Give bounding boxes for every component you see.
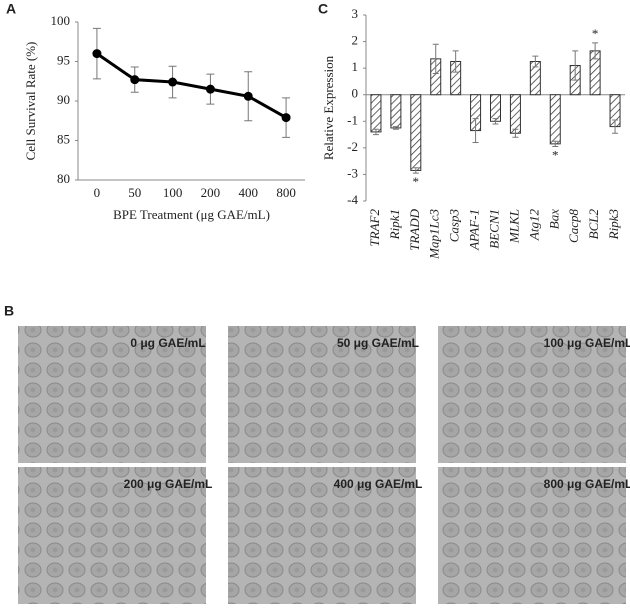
- error-bar: [452, 50, 459, 73]
- x-tick-label: BCL2: [586, 209, 601, 240]
- panel-label: B: [4, 303, 14, 319]
- x-tick-label: BECN1: [486, 209, 501, 249]
- x-tick-label: TRADD: [407, 208, 422, 251]
- error-bar: [512, 128, 519, 138]
- x-tick-label: 100: [163, 185, 183, 200]
- x-tick-label: APAF-1: [467, 209, 482, 251]
- y-tick-label: 2: [352, 33, 359, 48]
- y-tick-label: 3: [352, 6, 359, 21]
- micrograph: [438, 467, 626, 604]
- error-bar: [472, 118, 479, 144]
- micrograph: [18, 326, 206, 463]
- y-tick-label: -4: [347, 192, 358, 207]
- micrograph: [228, 467, 416, 604]
- x-tick-label: 800: [276, 185, 296, 200]
- micrograph-label: 200 μg GAE/mL: [124, 477, 213, 491]
- panel-label: A: [6, 1, 16, 17]
- error-bar: [412, 167, 419, 174]
- annotation: *: [592, 26, 599, 41]
- y-tick-label: -1: [347, 112, 358, 127]
- micrograph-label: 50 μg GAE/mL: [337, 336, 419, 350]
- error-bar: [372, 128, 379, 136]
- micrograph-label: 800 μg GAE/mL: [544, 477, 630, 491]
- point: [205, 84, 215, 94]
- error-bar: [492, 118, 499, 125]
- y-tick-label: -2: [347, 139, 358, 154]
- annotation: *: [552, 148, 559, 163]
- y-tick-label: 80: [57, 171, 70, 186]
- x-tick-label: 0: [94, 185, 101, 200]
- bar: [509, 94, 521, 134]
- x-tick-label: 50: [128, 185, 141, 200]
- y-tick-label: 0: [352, 86, 359, 101]
- point: [281, 113, 291, 123]
- error-bar: [432, 43, 439, 74]
- micrograph-label: 100 μg GAE/mL: [544, 336, 630, 350]
- micrograph: [438, 326, 626, 463]
- micrograph-label: 0 μg GAE/mL: [130, 336, 205, 350]
- bar: [370, 94, 382, 133]
- x-tick-label: Bax: [546, 209, 561, 229]
- point: [92, 49, 102, 59]
- point: [130, 75, 140, 85]
- bar: [410, 94, 422, 171]
- point: [168, 77, 178, 87]
- x-tick-label: Cacp8: [566, 209, 581, 243]
- line: [96, 52, 287, 119]
- error-bar: [552, 140, 559, 148]
- x-tick-label: Map1Lc3: [427, 209, 442, 260]
- x-tick-label: 200: [201, 185, 221, 200]
- micrograph-label: 400 μg GAE/mL: [334, 477, 423, 491]
- x-tick-label: Casp3: [447, 209, 462, 243]
- bar: [390, 94, 402, 129]
- point: [243, 91, 253, 101]
- x-tick-label: Ripk3: [606, 209, 621, 241]
- y-tick-label: 90: [57, 92, 70, 107]
- y-tick-label: 85: [57, 131, 70, 146]
- y-axis-label: Cell Survival Rate (%): [23, 42, 38, 161]
- x-tick-label: TRAF2: [367, 209, 382, 247]
- error-bar: [392, 126, 399, 130]
- bar: [549, 94, 561, 145]
- x-tick-label: Ripk1: [387, 209, 402, 240]
- error-bar: [532, 55, 539, 68]
- y-tick-label: 1: [352, 59, 359, 74]
- error-bar: [572, 50, 579, 81]
- bar: [490, 94, 501, 122]
- y-tick-label: 95: [57, 52, 70, 67]
- annotation: *: [413, 174, 420, 189]
- x-axis-label: BPE Treatment (μg GAE/mL): [113, 207, 270, 222]
- x-tick-label: Atg12: [526, 209, 541, 242]
- error-bar: [612, 119, 619, 134]
- y-tick-label: -3: [347, 165, 358, 180]
- x-tick-label: 400: [239, 185, 259, 200]
- panel-label: C: [318, 1, 328, 17]
- y-axis-label: Relative Expression: [321, 55, 336, 160]
- x-tick-label: MLKL: [506, 209, 521, 244]
- micrograph: [228, 326, 416, 463]
- error-bar: [592, 42, 599, 60]
- micrograph: [18, 467, 206, 604]
- y-tick-label: 100: [51, 13, 71, 28]
